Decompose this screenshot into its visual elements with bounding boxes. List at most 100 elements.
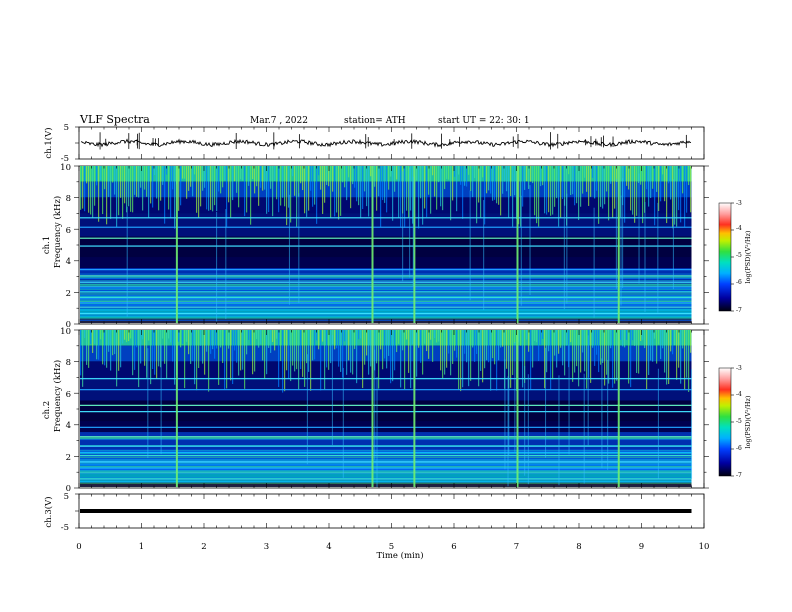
sferic-stroke xyxy=(286,330,288,371)
sferic-stroke xyxy=(344,330,346,342)
sferic-stroke xyxy=(184,330,186,389)
sferic-stroke xyxy=(194,330,196,385)
sferic-line xyxy=(331,335,333,446)
sferic-stroke xyxy=(608,330,610,384)
sferic-stroke xyxy=(206,330,208,352)
sferic-stroke xyxy=(440,166,442,207)
sferic-stroke xyxy=(166,330,168,379)
freq-texture xyxy=(80,455,692,457)
sferic-stroke xyxy=(276,330,278,339)
sferic-stroke xyxy=(624,330,626,348)
sferic-stroke xyxy=(444,166,446,190)
sferic-stroke xyxy=(484,330,486,369)
sferic-stroke xyxy=(280,330,282,361)
sferic-line xyxy=(147,348,149,459)
sferic-stroke xyxy=(320,330,322,391)
sferic-stroke xyxy=(86,330,88,365)
sferic-stroke xyxy=(432,330,434,362)
sferic-stroke xyxy=(88,166,90,213)
sferic-stroke xyxy=(560,330,562,348)
sferic-stroke xyxy=(610,166,612,184)
freq-texture xyxy=(80,458,692,459)
sferic-stroke xyxy=(332,166,334,192)
sferic-stroke xyxy=(586,330,588,389)
sferic-stroke xyxy=(580,330,582,373)
sferic-stroke xyxy=(364,166,366,192)
sferic-stroke xyxy=(224,330,226,390)
sferic-stroke xyxy=(388,166,390,190)
sferic-stroke xyxy=(124,330,126,340)
sferic-stroke xyxy=(626,166,628,186)
sferic-stroke xyxy=(126,330,128,343)
sferic-stroke xyxy=(168,330,170,339)
sferic-line xyxy=(342,367,344,478)
sferic-stroke xyxy=(520,330,522,346)
sferic-stroke xyxy=(306,166,308,217)
sferic-stroke xyxy=(360,166,362,219)
sferic-stroke xyxy=(682,330,684,349)
sferic-stroke xyxy=(208,166,210,211)
sferic-line xyxy=(563,199,565,310)
sferic-stroke xyxy=(334,166,336,217)
sferic-stroke xyxy=(634,330,636,346)
sferic-line xyxy=(483,200,485,310)
sferic-stroke xyxy=(422,166,424,225)
freq-line xyxy=(80,281,692,283)
sferic-stroke xyxy=(136,330,138,348)
sferic-stroke xyxy=(640,330,642,342)
sferic-stroke xyxy=(662,330,664,349)
sferic-stroke xyxy=(592,166,594,178)
freq-texture xyxy=(80,482,692,484)
sferic-stroke xyxy=(156,330,158,379)
sferic-stroke xyxy=(522,330,524,388)
ch3-wave-ytick-top: 5 xyxy=(64,492,69,502)
sferic-stroke xyxy=(360,330,362,339)
sferic-stroke xyxy=(670,330,672,352)
sferic-stroke xyxy=(348,166,350,178)
sferic-stroke xyxy=(204,166,206,188)
impulse-line xyxy=(413,166,416,323)
sferic-stroke xyxy=(468,166,470,175)
sferic-stroke xyxy=(84,166,86,212)
xtick-2: 2 xyxy=(201,542,206,552)
sferic-stroke xyxy=(552,166,554,215)
sferic-stroke xyxy=(466,330,468,363)
sferic-stroke xyxy=(406,330,408,340)
sferic-stroke xyxy=(592,330,594,348)
sferic-stroke xyxy=(558,330,560,354)
sferic-stroke xyxy=(462,166,464,219)
freq-line xyxy=(80,217,692,219)
spec-band xyxy=(80,377,692,401)
sferic-stroke xyxy=(688,330,690,392)
sferic-stroke xyxy=(114,330,116,355)
sferic-line xyxy=(412,176,414,287)
sferic-stroke xyxy=(406,166,408,211)
sferic-stroke xyxy=(258,166,260,206)
sferic-stroke xyxy=(190,166,192,187)
sferic-stroke xyxy=(494,166,496,200)
sferic-stroke xyxy=(236,330,238,363)
sferic-stroke xyxy=(102,166,104,215)
impulse-line xyxy=(516,166,519,323)
sferic-stroke xyxy=(450,166,452,221)
spec-band xyxy=(80,166,692,182)
sferic-stroke xyxy=(526,166,528,182)
sferic-stroke xyxy=(542,330,544,339)
sferic-stroke xyxy=(226,330,228,389)
sferic-stroke xyxy=(134,166,136,195)
colorbar-ch1: -3 -4 -5 -6 -7 log(PSD)(V²/Hz) xyxy=(718,200,752,314)
x-axis-title: Time (min) xyxy=(376,550,423,561)
sferic-stroke xyxy=(678,330,680,368)
sferic-stroke xyxy=(254,330,256,372)
sferic-stroke xyxy=(504,166,506,182)
sferic-stroke xyxy=(184,166,186,179)
spec-band xyxy=(80,181,692,198)
sferic-stroke xyxy=(676,166,678,227)
ch1-spec-ytick-6: 6 xyxy=(66,226,71,236)
sferic-stroke xyxy=(214,166,216,206)
freq-texture xyxy=(80,445,692,446)
sferic-stroke xyxy=(212,166,214,212)
sferic-stroke xyxy=(554,330,556,356)
sferic-stroke xyxy=(620,166,622,218)
sferic-stroke xyxy=(496,166,498,204)
